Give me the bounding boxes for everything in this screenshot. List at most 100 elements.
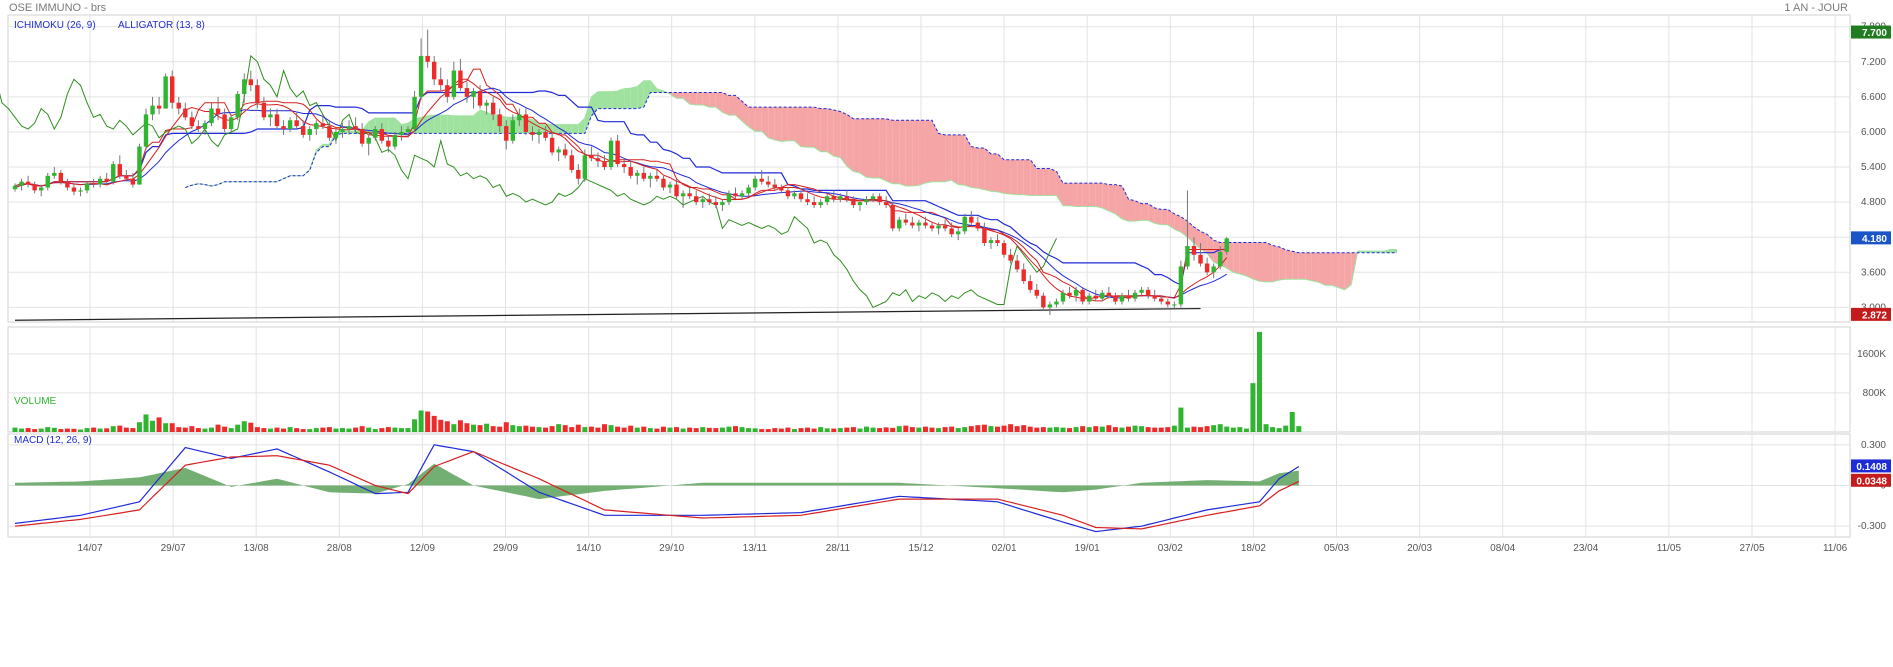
cloud-segment [748, 107, 756, 132]
period-label[interactable]: 1 AN - JOUR [1784, 2, 1848, 14]
cloud-segment [964, 134, 972, 188]
volume-bar [1184, 427, 1190, 432]
cloud-segment [814, 107, 821, 152]
candle-body [746, 187, 751, 194]
candle-body [1054, 301, 1059, 305]
x-tick-label: 15/12 [908, 543, 933, 554]
volume-bar [471, 424, 476, 432]
volume-bar [831, 428, 837, 432]
x-tick-label: 29/09 [493, 543, 518, 554]
cloud-segment [1141, 203, 1149, 221]
cloud-segment [912, 120, 919, 187]
candle-body [962, 216, 967, 232]
candle-body [766, 181, 771, 185]
volume-bar [706, 427, 712, 432]
volume-bar [130, 428, 136, 432]
volume-bar [516, 426, 522, 432]
volume-bar [1106, 425, 1112, 432]
cloud-segment [1030, 159, 1037, 196]
price-tick-label: 4.800 [1861, 197, 1886, 208]
x-tick-label: 14/10 [576, 543, 601, 554]
candle-body [523, 114, 529, 132]
candle-body [825, 196, 830, 203]
candle-body [1021, 269, 1026, 282]
volume-bar [988, 426, 994, 432]
volume-label: VOLUME [14, 396, 57, 407]
volume-bar [123, 427, 129, 432]
volume-bar [1139, 426, 1145, 432]
cloud-segment [427, 115, 435, 134]
candle-body [451, 70, 457, 97]
candle-body [995, 240, 1000, 244]
candle-body [484, 102, 489, 106]
last-price-tag: 4.180 [1862, 234, 1887, 245]
volume-bar [451, 424, 457, 432]
candle-body [235, 93, 240, 118]
volume-bar [955, 428, 961, 432]
x-tick-label: 19/01 [1075, 543, 1100, 554]
macd-value-tag-bg [1851, 459, 1891, 473]
cloud-segment [735, 95, 743, 121]
candle-body [707, 199, 712, 203]
volume-bar [569, 427, 575, 432]
volume-bar [110, 426, 116, 432]
volume-bar [58, 429, 64, 432]
x-tick-label: 28/08 [327, 543, 352, 554]
cloud-segment [892, 120, 900, 184]
cloud-segment [1108, 184, 1116, 214]
low-tag: 2.872 [1862, 310, 1887, 321]
candle-body [628, 167, 633, 176]
candle-body [1080, 289, 1085, 302]
candle-body [346, 126, 352, 130]
volume-bar [346, 428, 352, 432]
cloud-segment [951, 134, 959, 185]
alligator-label: ALLIGATOR (13, 8) [118, 20, 205, 31]
candle-body [91, 183, 96, 185]
candle-body [661, 178, 666, 188]
volume-bar [1093, 426, 1099, 432]
candle-body [425, 55, 430, 62]
candle-body [595, 158, 601, 162]
candle-body [281, 126, 286, 130]
candle-body [1185, 245, 1190, 267]
x-tick-label: 29/07 [161, 543, 186, 554]
volume-bar [1204, 426, 1210, 432]
candle-body [287, 120, 293, 130]
candle-body [1178, 266, 1184, 305]
candle-body [143, 114, 149, 147]
cloud-segment [1174, 213, 1181, 233]
volume-bar [405, 428, 411, 432]
cloud-segment [473, 110, 481, 134]
candle-body [1060, 292, 1066, 302]
volume-bar [307, 429, 313, 432]
cloud-segment [1148, 203, 1155, 224]
volume-bar [805, 427, 811, 432]
volume-bar [870, 427, 876, 432]
volume-bar [1237, 427, 1243, 432]
volume-bar [267, 428, 273, 432]
volume-tick-label: 1600K [1857, 349, 1886, 360]
volume-bar [1119, 427, 1125, 432]
volume-bar [1112, 427, 1118, 432]
cloud-segment [584, 96, 592, 134]
candle-body [641, 172, 646, 179]
cloud-segment [1180, 216, 1188, 238]
candle-body [923, 222, 928, 226]
volume-bar [1027, 426, 1033, 432]
value-tags: 7.700 4.180 2.872 0.1408 0.0348 [1851, 25, 1891, 487]
volume-bar [12, 427, 18, 432]
volume-bar [366, 427, 372, 432]
cloud-segment [460, 115, 467, 134]
volume-bar [169, 423, 175, 432]
candle-body [248, 79, 253, 86]
volume-bar [785, 427, 791, 432]
candle-body [805, 199, 810, 203]
candle-body [720, 202, 725, 206]
volume-bar [903, 425, 909, 432]
volume-bar [543, 427, 549, 432]
volume-bar [529, 426, 535, 432]
cloud-segment [453, 115, 461, 134]
volume-bar [857, 428, 863, 432]
volume-bar [156, 417, 162, 432]
price-tick-label: 3.600 [1861, 267, 1886, 278]
